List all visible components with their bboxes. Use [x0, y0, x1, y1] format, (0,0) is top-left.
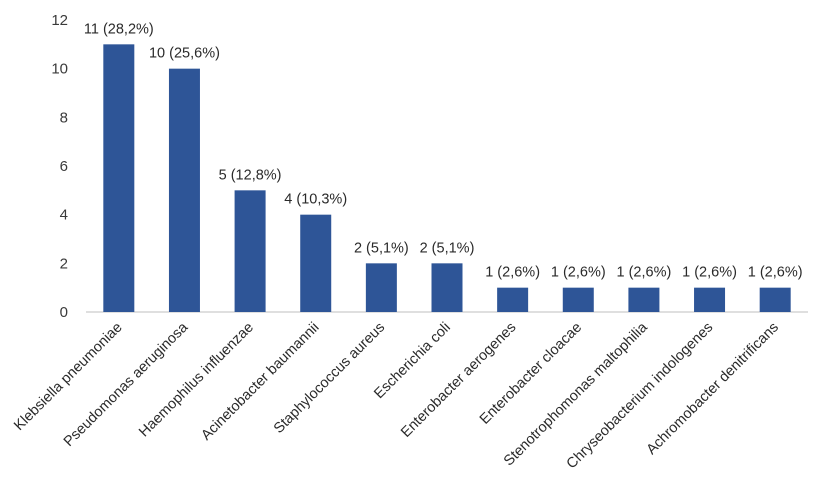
- data-labels: 11 (28,2%) 10 (25,6%) 5 (12,8%)4 (10,3%) 2 …: [84, 21, 803, 280]
- data-label: 1 (2,6%): [682, 265, 737, 281]
- y-tick-label: 4: [60, 207, 68, 224]
- bar: [365, 263, 397, 312]
- y-tick-label: 12: [51, 12, 68, 29]
- data-label: 10 (25,6%): [149, 46, 220, 62]
- data-label: 11 (28,2%): [84, 21, 154, 37]
- bar: [497, 287, 529, 312]
- bar: [103, 44, 135, 312]
- data-label: 2 (5,1%): [420, 240, 475, 256]
- bar: [759, 287, 791, 312]
- data-label: 1 (2,6%): [748, 265, 803, 281]
- category-label: Haemophilus influenzae: [136, 320, 257, 441]
- data-label: 1 (2,6%): [551, 265, 606, 281]
- data-label: 1 (2,6%): [617, 265, 672, 281]
- data-label: 4 (10,3%): [284, 192, 347, 208]
- category-label: Klebsiella pneumoniae: [11, 320, 125, 434]
- y-tick-label: 2: [60, 255, 68, 272]
- bar-series: [103, 44, 791, 313]
- category-label: Achromobacter denitrificans: [644, 320, 782, 458]
- bar: [431, 263, 463, 312]
- bar: [234, 190, 266, 312]
- y-axis-ticks: 0 2 4 6 8 10 12: [51, 12, 68, 321]
- y-tick-label: 0: [60, 304, 68, 321]
- category-label: Staphylococcus aureus: [271, 320, 388, 437]
- bar: [628, 287, 660, 312]
- category-label: Pseudomonas aeruginosa: [61, 319, 192, 450]
- bar: [168, 68, 200, 313]
- bar: [562, 287, 594, 312]
- bar: [694, 287, 726, 312]
- data-label: 1 (2,6%): [485, 265, 540, 281]
- category-label: Stenotrophomonas maltophilia: [501, 319, 651, 469]
- y-tick-label: 6: [60, 158, 68, 175]
- category-label: Acinetobacter baumannii: [198, 320, 322, 444]
- data-label: 2 (5,1%): [354, 240, 409, 256]
- bar: [300, 214, 332, 312]
- y-tick-label: 8: [60, 109, 68, 126]
- category-label: Enterobacter aerogenes: [398, 320, 519, 441]
- data-label: 5 (12,8%): [219, 167, 282, 183]
- y-tick-label: 10: [51, 61, 68, 78]
